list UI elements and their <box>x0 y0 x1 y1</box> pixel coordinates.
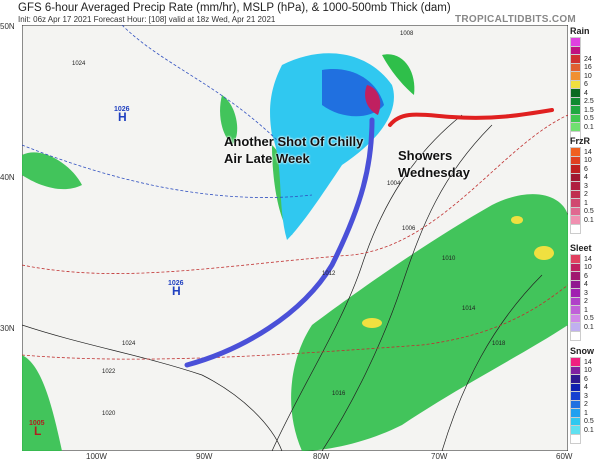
isobar-labels: 1024 1024 1020 1016 1012 1008 1004 1006 … <box>72 31 506 417</box>
high-pressure-value: 1026 <box>114 106 130 113</box>
high-pressure-label: H <box>118 110 127 124</box>
low-pressure-label: L <box>34 424 41 438</box>
legend-swatch-row <box>570 433 600 444</box>
legend-title: Snow <box>570 346 594 356</box>
pressure-centers: H 1026 H 1026 L 1005 <box>29 106 184 438</box>
lon-label: 90W <box>196 452 213 461</box>
svg-text:1022: 1022 <box>102 369 116 375</box>
precip-heavy <box>362 216 554 328</box>
svg-text:1004: 1004 <box>387 181 401 187</box>
svg-text:1012: 1012 <box>322 271 336 277</box>
legend-title: FrzR <box>570 136 590 146</box>
map-title: GFS 6-hour Averaged Precip Rate (mm/hr),… <box>18 2 451 14</box>
isobars <box>22 114 543 451</box>
lat-label: 30N <box>0 324 15 333</box>
warm-front-red-line <box>388 108 554 127</box>
legend-frzr: FrzR 14 10 6 4 3 2 1 0.5 0.1 <box>570 136 600 234</box>
low-pressure-value: 1005 <box>29 420 45 427</box>
precip-snow <box>270 53 415 240</box>
high-pressure-label: H <box>172 284 181 298</box>
svg-text:1016: 1016 <box>332 391 346 397</box>
annotation-showers: Showers Wednesday <box>398 148 471 180</box>
brand-watermark: TROPICALTIDBITS.COM <box>455 14 577 25</box>
lon-label: 100W <box>86 452 107 461</box>
lon-label: 60W <box>556 452 573 461</box>
svg-text:1020: 1020 <box>102 411 116 417</box>
lon-label: 70W <box>431 452 448 461</box>
legend-title: Rain <box>570 26 590 36</box>
svg-text:1014: 1014 <box>462 306 476 312</box>
annotation-chilly-air: Another Shot Of Chilly Air Late Week <box>224 134 364 166</box>
lat-label: 50N <box>0 22 15 31</box>
high-pressure-value: 1026 <box>168 280 184 287</box>
svg-text:1024: 1024 <box>72 61 86 67</box>
map-subtitle: Init: 06z Apr 17 2021 Forecast Hour: [10… <box>18 15 276 24</box>
legend-swatch-row <box>570 330 600 341</box>
legend-sleet: Sleet 14 10 6 4 3 2 1 0.5 0.1 <box>570 243 600 341</box>
svg-text:1010: 1010 <box>442 256 456 262</box>
thickness-lines <box>22 25 568 360</box>
svg-text:1018: 1018 <box>492 341 506 347</box>
svg-text:1006: 1006 <box>402 226 416 232</box>
legend-swatch-row <box>570 130 600 141</box>
lon-label: 80W <box>313 452 330 461</box>
svg-text:1008: 1008 <box>400 31 414 37</box>
lat-label: 40N <box>0 173 15 182</box>
cold-front-blue-line <box>184 117 375 368</box>
legend-swatch-row <box>570 223 600 234</box>
legend-rain: Rain 24 16 10 6 4 2.5 1.5 0.5 0.1 <box>570 26 600 141</box>
weather-map: H 1026 H 1026 L 1005 1024 1024 1020 1016… <box>22 25 568 451</box>
precip-rain <box>22 95 568 451</box>
legend-title: Sleet <box>570 243 592 253</box>
legend-snow: Snow 14 10 6 4 3 2 1 0.5 0.1 <box>570 346 600 444</box>
svg-text:1024: 1024 <box>122 341 136 347</box>
